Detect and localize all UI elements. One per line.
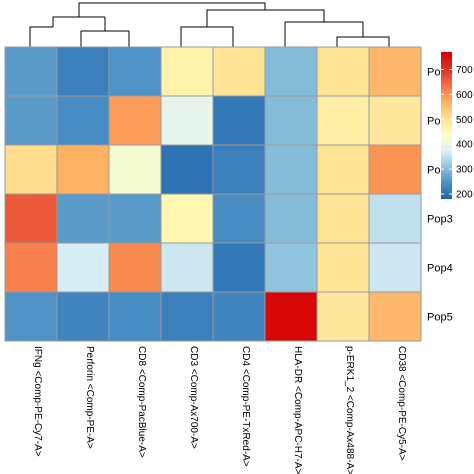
- legend-tick-label: 600: [456, 90, 473, 101]
- column-label: p-ERK1_2 <Comp-Ax488-A>: [344, 346, 355, 474]
- row-label: Pop4: [427, 263, 453, 275]
- heatmap-cell: [316, 193, 370, 244]
- dendrogram-branch: [336, 36, 390, 47]
- column-label: HLA-DR <Comp-APC-H7-A>: [292, 346, 303, 474]
- heatmap-cell: [56, 95, 110, 146]
- heatmap-cell: [4, 242, 58, 293]
- heatmap-cell: [4, 144, 58, 195]
- heatmap-cells: [4, 46, 422, 342]
- heatmap-cell: [212, 193, 266, 244]
- heatmap-cell: [56, 193, 110, 244]
- heatmap-cell: [212, 95, 266, 146]
- heatmap-cell: [212, 46, 266, 97]
- heatmap-cell: [108, 242, 162, 293]
- heatmap-cell: [316, 144, 370, 195]
- heatmap-cell: [368, 144, 422, 195]
- legend-tick-label: 700: [456, 65, 473, 76]
- column-label: Perforin <Comp-PE-A>: [84, 346, 95, 449]
- heatmap-cell: [368, 242, 422, 293]
- heatmap-cell: [4, 193, 58, 244]
- heatmap-cell: [368, 291, 422, 342]
- heatmap-cell: [316, 242, 370, 293]
- heatmap-cell: [160, 95, 214, 146]
- heatmap-cell: [160, 46, 214, 97]
- heatmap-cell: [368, 46, 422, 97]
- heatmap-cell: [160, 291, 214, 342]
- heatmap-cell: [4, 95, 58, 146]
- legend-tick-label: 300: [456, 165, 473, 176]
- heatmap-cell: [160, 193, 214, 244]
- heatmap-cell: [264, 95, 318, 146]
- heatmap-cell: [56, 144, 110, 195]
- legend-tick-label: 400: [456, 140, 473, 151]
- heatmap-cell: [4, 46, 58, 97]
- heatmap-cell: [264, 242, 318, 293]
- heatmap-cell: [264, 291, 318, 342]
- legend-tick-label: 200: [456, 190, 473, 201]
- heatmap-cell: [160, 242, 214, 293]
- column-label: CD4 <Comp-PE-TxRed-A>: [240, 346, 251, 467]
- heatmap-cell: [108, 193, 162, 244]
- dendrogram-branch: [29, 26, 53, 47]
- column-label: CD3 <Comp-Ax700-A>: [188, 346, 199, 449]
- row-label: Pop5: [427, 312, 453, 324]
- color-legend: 200 300 400 500 600 700: [441, 52, 473, 201]
- heatmap-cell: [108, 46, 162, 97]
- row-label: Pop3: [427, 214, 453, 226]
- column-dendrogram: [29, 2, 390, 47]
- heatmap-cell: [316, 46, 370, 97]
- legend-colorbar: [441, 52, 452, 199]
- column-label: CD8 <Comp-PacBlue-A>: [136, 346, 147, 458]
- heatmap-cell: [212, 291, 266, 342]
- heatmap-cell: [316, 95, 370, 146]
- heatmap-cell: [264, 144, 318, 195]
- dendrogram-branch: [180, 26, 234, 47]
- heatmap-cell: [212, 144, 266, 195]
- column-labels: IFNg <Comp-PE-Cy7-A> Perforin <Comp-PE-A>…: [32, 346, 407, 474]
- legend-tick-label: 500: [456, 115, 473, 126]
- dendrogram-branch: [206, 9, 325, 27]
- dendrogram-branch: [52, 16, 105, 27]
- heatmap-cell: [368, 95, 422, 146]
- heatmap-cell: [56, 291, 110, 342]
- heatmap-cell: [4, 291, 58, 342]
- heatmap-cell: [160, 144, 214, 195]
- dendrogram-branch: [78, 2, 266, 17]
- heatmap-cell: [108, 95, 162, 146]
- heatmap-cell: [316, 291, 370, 342]
- heatmap-cell: [212, 242, 266, 293]
- heatmap-cell: [264, 46, 318, 97]
- heatmap-cell: [108, 144, 162, 195]
- heatmap-cell: [108, 291, 162, 342]
- heatmap-cell: [56, 46, 110, 97]
- heatmap-cell: [56, 242, 110, 293]
- heatmap-cell: [368, 193, 422, 244]
- column-label: CD38 <Comp-PE-Cy5-A>: [396, 346, 407, 461]
- column-label: IFNg <Comp-PE-Cy7-A>: [32, 346, 43, 457]
- heatmap-cell: [264, 193, 318, 244]
